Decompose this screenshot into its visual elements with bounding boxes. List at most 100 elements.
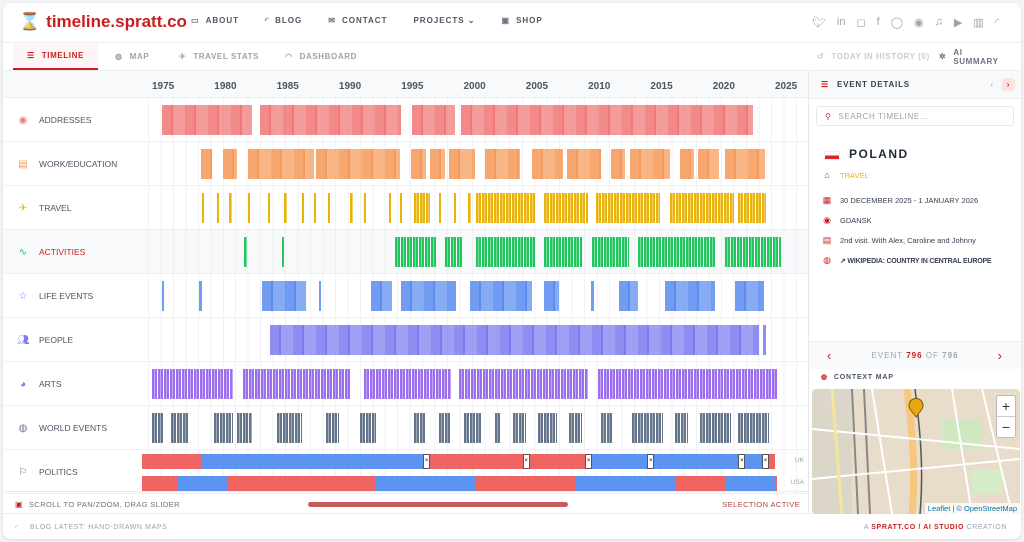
event-bar[interactable] [619,281,638,311]
row-lane[interactable] [148,318,808,362]
row-label[interactable]: ✈ TRAVEL [17,186,72,230]
map-attribution[interactable]: Leaflet | © OpenStreetMap [924,503,1020,514]
event-bar[interactable] [247,193,251,223]
event-bar[interactable] [199,281,202,311]
event-bar[interactable] [737,413,769,443]
event-bar[interactable] [161,105,252,135]
row-label[interactable]: ☆ LIFE EVENTS [17,274,94,318]
event-bar[interactable] [276,413,302,443]
row-lane[interactable] [148,98,808,142]
tab-timeline[interactable]: ☰ TIMELINE [13,43,98,70]
event-bar[interactable] [236,413,252,443]
event-bar[interactable] [413,413,427,443]
prev-event-button[interactable]: ‹ [827,348,833,363]
event-bar[interactable] [247,149,314,179]
usa-government-bar[interactable] [226,476,377,491]
event-bar[interactable] [448,149,475,179]
event-bar[interactable] [244,237,247,267]
event-bar[interactable] [735,281,764,311]
linkedin-icon[interactable]: in [836,16,846,28]
logo[interactable]: ⌛ timeline.spratt.co [19,12,187,32]
event-bar[interactable] [544,237,582,267]
usa-government-bar[interactable] [575,476,676,491]
event-bar[interactable] [229,193,232,223]
wikipedia-link[interactable]: ↗ WIKIPEDIA: COUNTRY IN CENTRAL EUROPE [840,257,992,265]
event-bar[interactable] [152,369,233,399]
event-bar[interactable] [371,281,393,311]
election-marker[interactable]: × [647,454,655,469]
event-bar[interactable] [270,325,759,355]
row-label[interactable]: ⚐ POLITICS [17,450,78,494]
today-in-history-button[interactable]: ↺ TODAY IN HISTORY (0) [803,43,944,70]
event-bar[interactable] [170,413,190,443]
event-bar[interactable] [494,413,501,443]
event-bar[interactable] [538,413,557,443]
event-bar[interactable] [600,413,613,443]
election-marker[interactable]: × [522,454,530,469]
event-bar[interactable] [216,193,220,223]
event-bar[interactable] [725,149,766,179]
event-bar[interactable] [214,413,233,443]
event-bar[interactable] [469,281,533,311]
election-marker[interactable]: × [762,454,770,469]
event-bar[interactable] [468,193,471,223]
credit-link[interactable]: SPRATT.CO / AI STUDIO [871,524,964,531]
event-bar[interactable] [363,193,367,223]
event-bar[interactable] [360,413,377,443]
usa-government-bar[interactable] [376,476,476,491]
nav-projects[interactable]: PROJECTS ⌄ [413,16,475,25]
tab-travel-stats[interactable]: ✈ TRAVEL STATS [165,43,273,70]
event-bar[interactable] [413,193,430,223]
youtube-icon[interactable]: ▶ [953,17,963,29]
event-bar[interactable] [261,281,307,311]
next-event-button[interactable]: › [997,348,1003,363]
event-bar[interactable] [260,105,402,135]
event-bar[interactable] [284,193,287,223]
tab-dashboard[interactable]: ◠ DASHBOARD [271,43,371,70]
event-bar[interactable] [595,193,661,223]
tab-map[interactable]: ◍ MAP [101,43,163,70]
uk-government-bar[interactable] [426,454,589,469]
zoom-out-button[interactable]: − [997,416,1015,437]
event-bar[interactable] [326,413,339,443]
event-bar[interactable] [438,193,442,223]
event-category[interactable]: TRAVEL [840,170,869,180]
row-label[interactable]: ◍ WORLD EVENTS [17,406,107,450]
row-lane[interactable]: × × × × × × UK USA [142,450,808,494]
event-bar[interactable] [281,237,285,267]
event-bar[interactable] [267,193,271,223]
event-bar[interactable] [680,149,694,179]
event-bar[interactable] [590,281,595,311]
row-lane[interactable] [148,142,808,186]
nav-blog[interactable]: ◜ BLOG [265,16,302,25]
event-bar[interactable] [152,413,165,443]
event-bar[interactable] [670,193,734,223]
uk-government-bar[interactable] [142,454,202,469]
event-bar[interactable] [675,413,688,443]
event-bar[interactable] [700,413,732,443]
timeline-row-work-education[interactable]: ▤ WORK/EDUCATION [3,142,808,186]
nav-contact[interactable]: ✉ CONTACT [328,16,387,25]
event-bar[interactable] [532,149,564,179]
usa-government-bar[interactable] [775,476,778,491]
credit[interactable]: A SPRATT.CO / AI STUDIO CREATION [864,524,1007,531]
row-lane[interactable] [148,186,808,230]
election-marker[interactable]: × [423,454,431,469]
chat-icon[interactable]: ◯ [890,17,903,29]
row-label[interactable]: ◉ ADDRESSES [17,98,92,142]
event-bar[interactable] [401,281,456,311]
usa-government-bar[interactable] [725,476,775,491]
election-marker[interactable]: × [738,454,746,469]
event-bar[interactable] [544,193,589,223]
blog-latest-link[interactable]: BLOG LATEST: HAND-DRAWN MAPS [30,524,168,531]
timeline-row-world-events[interactable]: ◍ WORLD EVENTS [3,406,808,450]
event-bar[interactable] [513,413,526,443]
usa-government-bar[interactable] [675,476,726,491]
row-label[interactable]: ▤ WORK/EDUCATION [17,142,117,186]
music-icon[interactable]: ♫ [934,16,943,28]
event-bar[interactable] [394,237,437,267]
event-bar[interactable] [316,149,400,179]
timeline-row-arts[interactable]: ◕ ARTS [3,362,808,406]
event-bar[interactable] [223,149,237,179]
timeline-row-people[interactable]: 👥︎ PEOPLE [3,318,808,362]
